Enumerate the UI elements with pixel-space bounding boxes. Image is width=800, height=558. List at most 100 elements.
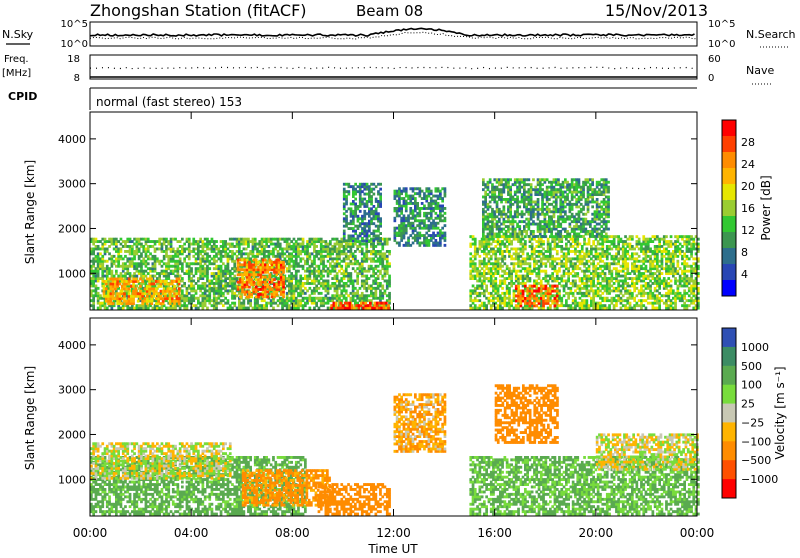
power-cell <box>340 238 343 241</box>
power-cell <box>430 207 433 210</box>
power-cell <box>141 300 144 303</box>
power-cell <box>354 280 357 283</box>
power-cell <box>129 257 132 260</box>
power-cell <box>264 276 267 279</box>
power-cell <box>423 214 426 217</box>
power-cell <box>435 212 438 215</box>
power-cell <box>379 183 382 186</box>
power-cell <box>120 255 123 258</box>
power-cell <box>140 270 143 273</box>
power-cell <box>329 285 332 288</box>
power-cell <box>236 243 239 246</box>
power-cell <box>178 300 181 303</box>
power-cell <box>281 250 284 253</box>
power-cell <box>108 238 111 241</box>
power-cell <box>572 265 575 268</box>
power-cell <box>156 277 159 280</box>
power-cell <box>379 205 382 208</box>
power-cell <box>611 235 614 238</box>
power-cell <box>513 292 516 295</box>
power-cell <box>281 302 284 305</box>
power-cell <box>108 252 111 255</box>
power-cell <box>272 243 275 246</box>
power-cell <box>485 252 488 255</box>
power-cell <box>396 200 399 203</box>
power-cell <box>340 272 343 275</box>
power-cell <box>560 297 563 300</box>
power-cell <box>356 248 359 251</box>
power-cell <box>506 250 509 253</box>
power-cell <box>345 275 348 278</box>
power-cell <box>622 262 625 265</box>
power-cell <box>396 190 399 193</box>
power-cell <box>264 271 267 274</box>
power-cell <box>299 289 302 292</box>
power-cell <box>282 271 285 274</box>
power-cell <box>558 282 561 285</box>
power-cell <box>494 282 497 285</box>
power-cell <box>483 257 486 260</box>
power-cell <box>271 278 274 281</box>
power-cell <box>263 238 266 241</box>
power-cell <box>363 275 366 278</box>
power-cell <box>375 282 378 285</box>
power-cell <box>579 302 582 305</box>
power-cell <box>331 294 334 297</box>
power-cell <box>327 260 330 263</box>
power-cell <box>211 250 214 253</box>
power-cell <box>353 307 356 310</box>
power-cell <box>599 265 602 268</box>
power-cell <box>375 250 378 253</box>
power-cell <box>428 187 431 190</box>
power-cell <box>256 302 259 305</box>
power-cell <box>554 265 557 268</box>
power-cell <box>177 275 180 278</box>
power-cell <box>375 277 378 280</box>
power-cell <box>204 285 207 288</box>
power-cell <box>613 287 616 290</box>
power-cell <box>501 235 504 238</box>
power-cell <box>407 239 410 242</box>
power-cell <box>186 270 189 273</box>
power-cell <box>206 277 209 280</box>
power-cell <box>158 307 161 310</box>
power-cell <box>354 262 357 265</box>
power-cell <box>400 197 403 200</box>
power-cell <box>483 243 486 246</box>
power-cell <box>243 238 246 241</box>
power-cell <box>554 294 557 297</box>
power-cell <box>444 244 447 247</box>
power-cell <box>560 255 563 258</box>
power-cell <box>181 238 184 241</box>
power-cell <box>211 248 214 251</box>
power-cell <box>381 297 384 300</box>
power-cell <box>224 289 227 292</box>
power-cell <box>354 190 357 193</box>
power-cell <box>181 292 184 295</box>
power-cell <box>347 250 350 253</box>
power-cell <box>338 248 341 251</box>
power-cell <box>222 250 225 253</box>
power-cell <box>613 304 616 307</box>
power-cell <box>224 248 227 251</box>
power-cell <box>583 243 586 246</box>
power-cell <box>215 287 218 290</box>
power-cell <box>394 234 397 237</box>
power-cell <box>444 219 447 222</box>
power-cell <box>551 294 554 297</box>
power-cell <box>599 248 602 251</box>
power-cell <box>105 287 108 290</box>
power-cell <box>388 282 391 285</box>
power-cell <box>372 248 375 251</box>
power-cell <box>327 248 330 251</box>
power-cell <box>233 302 236 305</box>
power-cell <box>624 235 627 238</box>
power-cell <box>337 307 340 310</box>
power-cell <box>147 248 150 251</box>
power-cell <box>188 265 191 268</box>
power-cell <box>116 283 119 286</box>
power-cell <box>192 255 195 258</box>
power-cell <box>483 292 486 295</box>
power-cell <box>599 285 602 288</box>
power-cell <box>275 291 278 294</box>
